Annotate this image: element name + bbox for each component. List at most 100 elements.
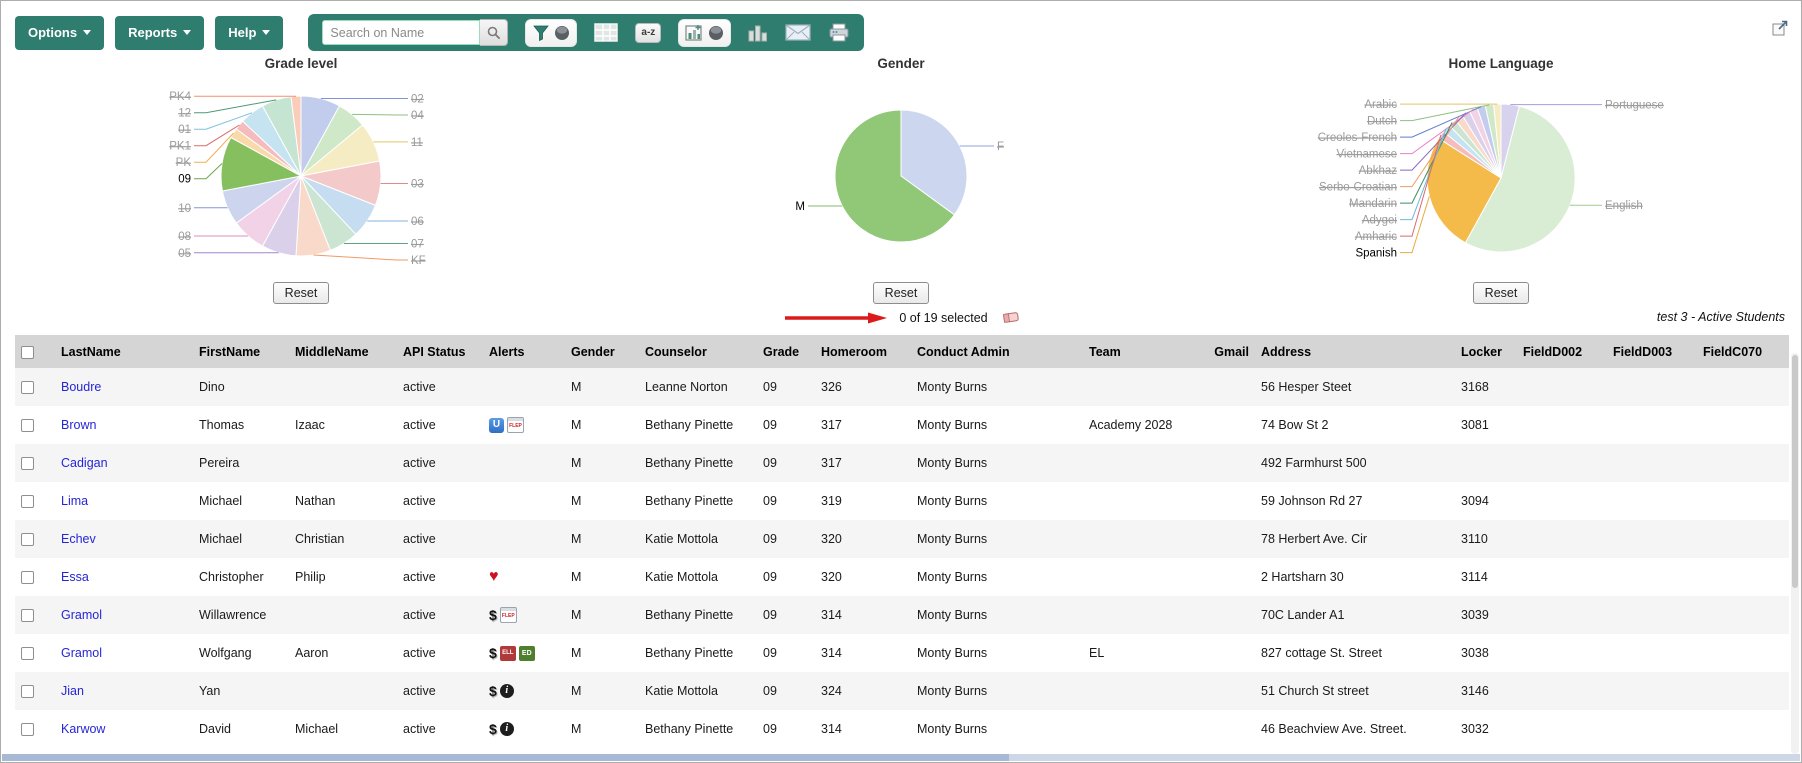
- reset-button[interactable]: Reset: [1472, 282, 1530, 304]
- alert-dollar-icon[interactable]: $: [489, 645, 497, 662]
- pie-label-01[interactable]: 01: [178, 124, 191, 136]
- pie-label-M[interactable]: M: [795, 201, 805, 213]
- row-checkbox[interactable]: [21, 685, 34, 699]
- options-button[interactable]: Options: [15, 15, 105, 50]
- column-header-middleName[interactable]: MiddleName: [289, 335, 397, 368]
- pie-label-Adygei[interactable]: Adygei: [1362, 215, 1397, 227]
- horizontal-scrollbar-thumb[interactable]: [2, 754, 1009, 761]
- print-icon[interactable]: [828, 23, 850, 42]
- alert-dollar-icon[interactable]: $: [489, 683, 497, 700]
- search-button[interactable]: [480, 19, 509, 46]
- column-header-address[interactable]: Address: [1255, 335, 1455, 368]
- alert-info-icon[interactable]: i: [499, 722, 514, 737]
- pie-label-10[interactable]: 10: [178, 203, 191, 215]
- reset-button[interactable]: Reset: [272, 282, 330, 304]
- row-checkbox[interactable]: [21, 495, 34, 509]
- student-link[interactable]: Cadigan: [61, 456, 108, 470]
- row-checkbox[interactable]: [21, 609, 34, 623]
- pie-slice-M[interactable]: [834, 109, 956, 243]
- alert-ed-icon[interactable]: ED: [518, 645, 535, 661]
- alert-dollar-icon[interactable]: $: [489, 721, 497, 738]
- pie-label-Serbo-Croatian[interactable]: Serbo-Croatian: [1319, 182, 1397, 194]
- column-header-apiStatus[interactable]: API Status: [397, 335, 483, 368]
- pie-label-Arabic[interactable]: Arabic: [1364, 99, 1397, 111]
- column-header-gmail[interactable]: Gmail: [1203, 335, 1255, 368]
- pie-label-Amharic[interactable]: Amharic: [1355, 231, 1397, 243]
- column-header-homeroom[interactable]: Homeroom: [815, 335, 911, 368]
- clear-selection-eraser-icon[interactable]: [995, 311, 1020, 325]
- pie-label-11[interactable]: 11: [411, 137, 423, 149]
- vertical-scrollbar-thumb[interactable]: [1792, 355, 1798, 588]
- reset-button[interactable]: Reset: [872, 282, 930, 304]
- column-header-lastName[interactable]: LastName: [55, 335, 193, 368]
- column-header-conductAdmin[interactable]: Conduct Admin: [911, 335, 1083, 368]
- pie-label-Spanish[interactable]: Spanish: [1355, 248, 1397, 260]
- chart-toggle-button[interactable]: [678, 18, 732, 47]
- alert-flep-icon[interactable]: FLEP: [507, 417, 524, 433]
- alert-ell-icon[interactable]: ELL: [499, 645, 516, 661]
- alert-flep-icon[interactable]: FLEP: [499, 607, 517, 623]
- alert-dollar-icon[interactable]: $: [489, 607, 497, 623]
- pie-label-09[interactable]: 09: [178, 174, 191, 186]
- column-header-gender[interactable]: Gender: [565, 335, 639, 368]
- column-header-firstName[interactable]: FirstName: [193, 335, 289, 368]
- pie-label-Mandarin[interactable]: Mandarin: [1349, 198, 1397, 210]
- row-checkbox[interactable]: [21, 723, 34, 737]
- row-checkbox[interactable]: [21, 419, 34, 433]
- horizontal-scrollbar[interactable]: [2, 754, 1800, 761]
- pie-label-PK1[interactable]: PK1: [169, 141, 191, 153]
- row-checkbox[interactable]: [21, 533, 34, 547]
- search-input[interactable]: [322, 20, 481, 45]
- vertical-scrollbar[interactable]: [1791, 353, 1799, 754]
- select-all-checkbox[interactable]: [21, 345, 34, 359]
- column-header-locker[interactable]: Locker: [1455, 335, 1517, 368]
- bar-chart-icon[interactable]: [748, 24, 768, 42]
- pie-label-Portuguese[interactable]: Portuguese: [1605, 100, 1664, 112]
- pie-label-KF[interactable]: KF: [411, 255, 426, 267]
- pie-label-Creoles-French[interactable]: Creoles-French: [1318, 132, 1397, 144]
- pie-label-07[interactable]: 07: [411, 239, 424, 251]
- pie-label-08[interactable]: 08: [178, 231, 191, 243]
- row-checkbox[interactable]: [21, 457, 34, 471]
- pie-label-PK4[interactable]: PK4: [169, 91, 191, 103]
- column-header-team[interactable]: Team: [1083, 335, 1203, 368]
- student-link[interactable]: Boudre: [61, 380, 102, 394]
- pie-label-Abkhaz[interactable]: Abkhaz: [1359, 165, 1398, 177]
- pie-label-05[interactable]: 05: [178, 248, 191, 260]
- column-header-fieldD003[interactable]: FieldD003: [1607, 335, 1697, 368]
- alert-info-icon[interactable]: i: [499, 684, 514, 699]
- sort-az-button[interactable]: a-z: [635, 22, 662, 43]
- alert-blueU-icon[interactable]: U: [489, 417, 504, 433]
- mail-icon[interactable]: [785, 24, 811, 41]
- student-link[interactable]: Gramol: [61, 608, 102, 622]
- pie-label-Dutch[interactable]: Dutch: [1367, 116, 1397, 128]
- column-header-alerts[interactable]: Alerts: [483, 335, 565, 368]
- column-header-fieldD002[interactable]: FieldD002: [1517, 335, 1607, 368]
- pie-label-Vietnamese[interactable]: Vietnamese: [1336, 149, 1397, 161]
- student-link[interactable]: Gramol: [61, 646, 102, 660]
- pie-label-03[interactable]: 03: [411, 179, 424, 191]
- row-checkbox[interactable]: [21, 381, 34, 395]
- column-header-fieldC070[interactable]: FieldC070: [1697, 335, 1789, 368]
- row-checkbox[interactable]: [21, 647, 34, 661]
- column-header-counselor[interactable]: Counselor: [639, 335, 757, 368]
- pie-label-F[interactable]: F: [997, 141, 1004, 153]
- column-header-grade[interactable]: Grade: [757, 335, 815, 368]
- pie-label-06[interactable]: 06: [411, 216, 424, 228]
- student-link[interactable]: Essa: [61, 570, 89, 584]
- popup-window-icon[interactable]: [1772, 19, 1789, 41]
- student-link[interactable]: Brown: [61, 418, 97, 432]
- grid-view-icon[interactable]: [594, 23, 619, 42]
- pie-label-04[interactable]: 04: [411, 110, 424, 122]
- student-link[interactable]: Jian: [61, 684, 84, 698]
- student-link[interactable]: Lima: [61, 494, 89, 508]
- pie-label-PK[interactable]: PK: [176, 157, 192, 169]
- reports-button[interactable]: Reports: [115, 15, 205, 50]
- row-checkbox[interactable]: [21, 571, 34, 585]
- student-link[interactable]: Karwow: [61, 722, 106, 736]
- pie-label-English[interactable]: English: [1605, 200, 1643, 212]
- filter-toggle-button[interactable]: [525, 18, 578, 47]
- student-link[interactable]: Echev: [61, 532, 96, 546]
- alert-heart-icon[interactable]: ♥: [489, 568, 499, 585]
- help-button[interactable]: Help: [215, 15, 284, 50]
